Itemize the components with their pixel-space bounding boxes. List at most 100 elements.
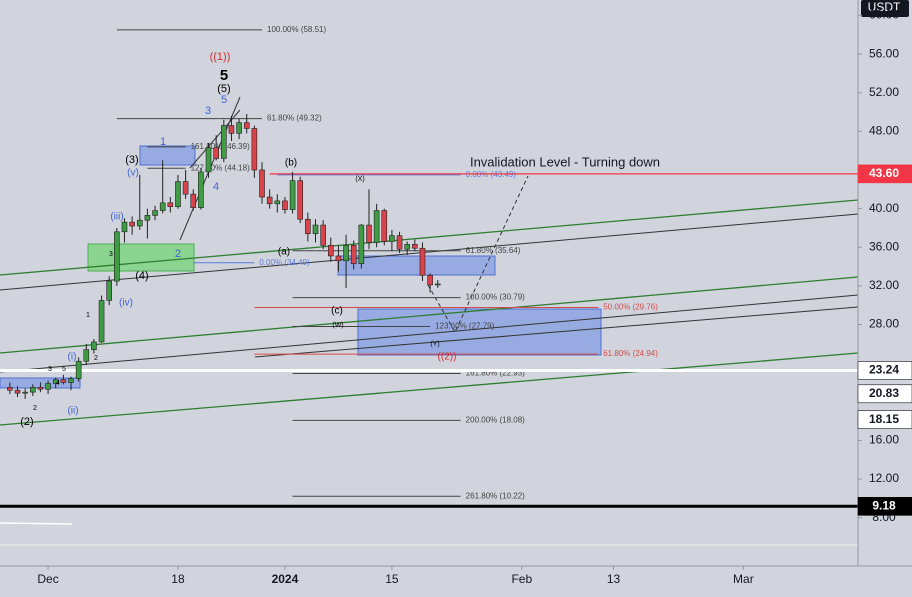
candle-body	[289, 180, 296, 210]
wave-label: (4)	[135, 270, 148, 282]
candle-body	[228, 125, 235, 134]
candle-body	[373, 210, 380, 243]
candle-body	[434, 283, 441, 286]
fib-label: 61.80% (49.32)	[267, 114, 322, 123]
wave-label: 3	[109, 251, 113, 258]
candle-body	[29, 387, 36, 393]
price-tag	[857, 164, 912, 184]
fib-label: 50.00% (29.76)	[603, 303, 658, 312]
candle-body	[404, 244, 410, 250]
candle-body	[167, 202, 174, 207]
candle-body	[243, 122, 250, 129]
wave-label: (i)	[68, 352, 77, 363]
wave-label: (b)	[285, 158, 297, 169]
wave-label: 2	[175, 248, 181, 260]
price-tag	[857, 361, 912, 380]
wave-label: 1	[160, 136, 166, 148]
wave-label: (c)	[331, 306, 343, 317]
fib-label: 200.00% (18.08)	[466, 415, 525, 424]
wave-label: (v)	[127, 168, 139, 179]
trend-line	[0, 199, 859, 276]
wave-label: (2)	[20, 416, 33, 428]
candle-body	[381, 210, 388, 242]
candle-body	[343, 245, 349, 262]
x-tick-label: Feb	[511, 572, 532, 586]
candle-body	[159, 202, 166, 211]
price-tag	[857, 410, 912, 429]
wave-label: 1	[86, 312, 90, 319]
y-tick-label: 60.00	[869, 8, 899, 22]
y-tick-label: 52.00	[869, 85, 899, 99]
candle-body	[121, 221, 128, 233]
candle-body	[182, 181, 189, 195]
candle-body	[106, 280, 112, 301]
x-tick-label: Mar	[733, 572, 754, 586]
wave-label: ((1))	[210, 51, 231, 63]
price-tag-label: 18.15	[869, 412, 899, 426]
candle-body	[190, 193, 197, 208]
candle-body	[152, 210, 158, 216]
wave-label: 2	[94, 355, 98, 362]
candle-body	[259, 169, 265, 198]
y-tick-label: 48.00	[869, 124, 899, 138]
candle-body	[221, 125, 227, 159]
trend-line	[0, 352, 859, 426]
fib-label: 161.80% (22.93)	[466, 369, 525, 378]
candle-body	[358, 224, 365, 264]
x-tick-label: 18	[171, 572, 185, 586]
wave-label: 5	[221, 94, 227, 106]
candle-body	[282, 200, 288, 210]
fib-label: 261.80% (10.22)	[466, 491, 525, 500]
trend-line	[0, 213, 859, 291]
x-tick-label: 13	[607, 572, 621, 586]
candle-body	[98, 300, 105, 343]
x-tick-label: 2024	[272, 572, 299, 586]
y-tick-label: 16.00	[869, 433, 899, 447]
zone-box	[87, 243, 195, 272]
candle-body	[144, 215, 151, 221]
candle-body	[14, 389, 21, 394]
trend-line	[0, 276, 859, 354]
candle-body	[419, 247, 426, 276]
wave-label: (X)	[355, 176, 364, 183]
plot-area: 100.00% (58.51) 61.80% (49.32) 161.80% (46…	[0, 25, 859, 546]
fib-label: 161.80% (46.39)	[191, 142, 250, 151]
wave-label: (3)	[125, 154, 138, 166]
fib-label: 100.00% (58.51)	[267, 25, 326, 34]
candle-body	[175, 181, 181, 207]
candle-body	[75, 360, 82, 379]
candle-body	[366, 224, 372, 243]
fib-label: 0.00% (43.49)	[466, 170, 517, 179]
wave-label: (W)	[332, 322, 343, 329]
y-tick-label: 36.00	[869, 239, 899, 253]
candle-body	[22, 391, 28, 394]
trend-line	[0, 294, 859, 373]
y-tick-label: 32.00	[869, 278, 899, 292]
fib-label: 100.00% (30.79)	[466, 293, 525, 302]
projection-path	[427, 175, 529, 334]
wave-label: 5	[220, 67, 228, 84]
candle-body	[266, 196, 273, 205]
candle-body	[412, 244, 418, 249]
y-tick-label: 28.00	[869, 317, 899, 331]
zone-box	[357, 308, 602, 356]
wave-label: Invalidation Level - Turning down	[470, 154, 660, 169]
wave-label: (iv)	[119, 298, 133, 309]
zone-box	[139, 145, 196, 166]
y-tick-label: 12.00	[869, 471, 899, 485]
candle-body	[37, 387, 44, 390]
fib-label: 127.20% (44.18)	[191, 163, 250, 172]
candle-body	[236, 122, 242, 134]
candle-body	[52, 379, 59, 384]
candle-body	[320, 224, 326, 246]
price-tag-label: 20.83	[869, 386, 899, 400]
currency-tag	[861, 0, 909, 17]
currency-label: USDT	[868, 0, 901, 14]
wave-label: 3	[205, 105, 211, 117]
y-tick-label: 56.00	[869, 46, 899, 60]
drawing-line	[0, 522, 73, 525]
wave-label: 4	[213, 181, 219, 193]
fib-label: 0.00% (34.40)	[259, 258, 310, 267]
